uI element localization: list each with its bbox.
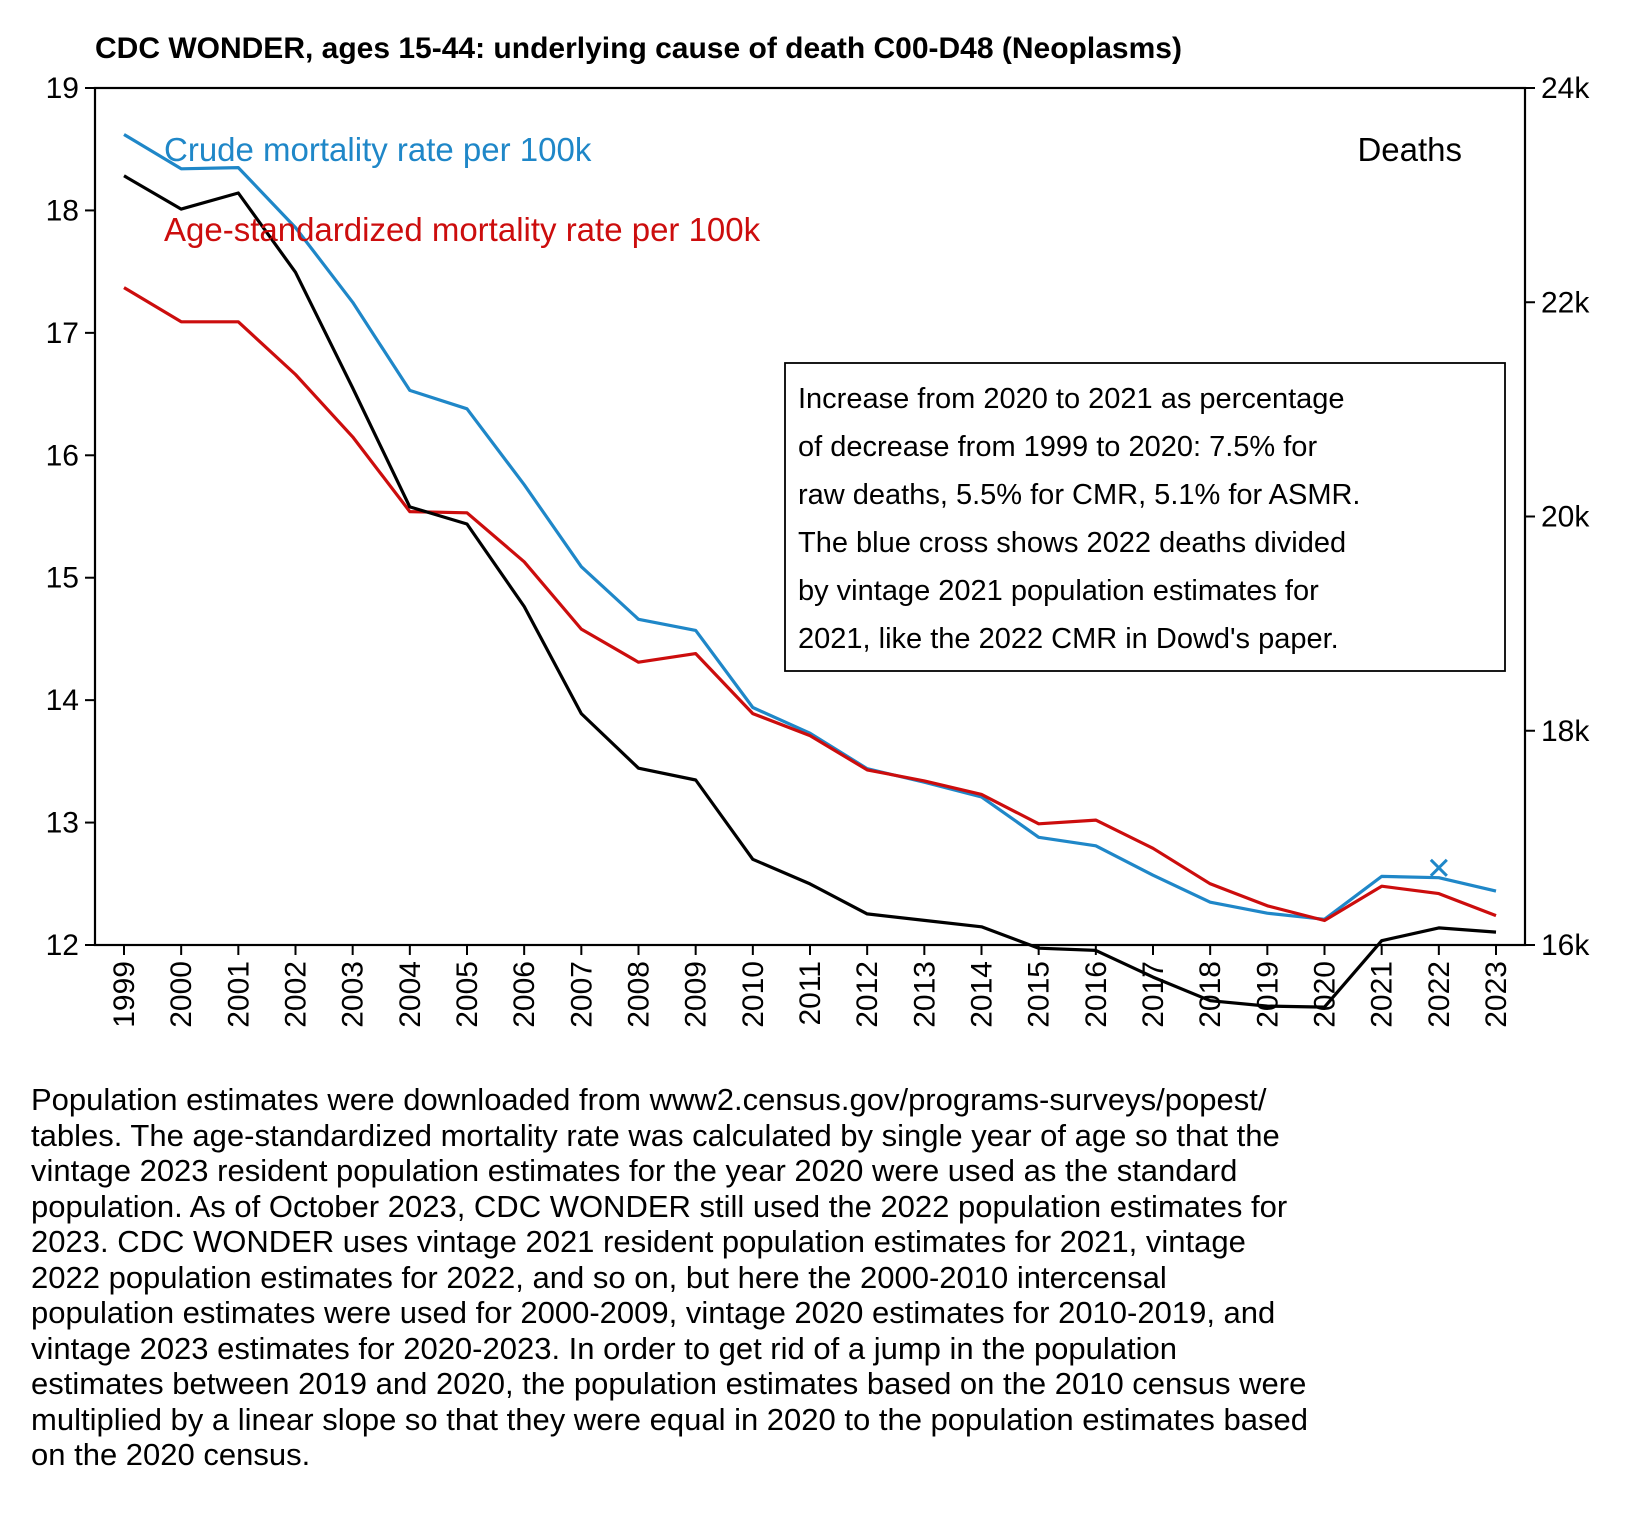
legend-crude-rate: Crude mortality rate per 100k [164, 131, 592, 168]
legend-deaths: Deaths [1357, 131, 1462, 168]
y-right-tick-label: 24k [1541, 72, 1590, 105]
x-tick-label: 2007 [565, 961, 598, 1028]
footnote-line: Population estimates were downloaded fro… [31, 1082, 1267, 1117]
footnote-line: population estimates were used for 2000-… [31, 1295, 1276, 1330]
y-left-tick-label: 18 [46, 194, 79, 227]
annotation-line: Increase from 2020 to 2021 as percentage [798, 383, 1345, 415]
y-left-tick-label: 14 [46, 684, 79, 717]
footnote: Population estimates were downloaded fro… [31, 1082, 1611, 1473]
footnote-line: vintage 2023 estimates for 2020-2023. In… [31, 1330, 1178, 1366]
x-tick-label: 2021 [1366, 961, 1399, 1028]
footnote-line: 2022 population estimates for 2022, and … [31, 1259, 1167, 1295]
x-tick-label: 2022 [1423, 961, 1456, 1028]
annotation-line: by vintage 2021 population estimates for [798, 575, 1319, 607]
x-tick-label: 2008 [623, 961, 656, 1028]
axes-layer: 12 13 14 15 16 17 18 19 16k 18k 20k 22k 24k 1999 2000 2… [46, 72, 1591, 1028]
x-tick-label: 1999 [108, 961, 141, 1028]
x-tick-label: 2020 [1309, 961, 1342, 1028]
x-tick-label: 2006 [508, 961, 541, 1028]
x-tick-label: 2014 [966, 961, 999, 1028]
footnote-line: population. As of October 2023, CDC WOND… [31, 1188, 1288, 1224]
series-layer [123, 133, 1497, 1009]
blue-cross-marker [1429, 858, 1448, 877]
x-tick-label: 2004 [394, 961, 427, 1028]
y-left-tick-label: 15 [46, 562, 79, 595]
x-tick-label: 2017 [1137, 961, 1170, 1028]
x-tick-label: 2013 [908, 961, 941, 1028]
x-tick-label: 2010 [737, 961, 770, 1028]
x-tick-label: 2005 [451, 961, 484, 1028]
x-tick-label: 2015 [1023, 961, 1056, 1028]
series-line-age-standardized-rate [123, 286, 1497, 923]
footnote-line: estimates between 2019 and 2020, the pop… [31, 1366, 1307, 1401]
y-right-tick-label: 20k [1541, 501, 1590, 534]
x-tick-label: 2023 [1480, 961, 1513, 1028]
x-tick-label: 2019 [1251, 961, 1284, 1028]
y-left-tick-label: 13 [46, 807, 79, 840]
footnote-line: 2023. CDC WONDER uses vintage 2021 resid… [31, 1224, 1246, 1259]
y-left-tick-label: 17 [46, 317, 79, 350]
footnote-line: on the 2020 census. [31, 1437, 311, 1472]
x-tick-label: 2018 [1194, 961, 1227, 1028]
y-left-tick-label: 12 [46, 929, 79, 962]
legend-age-standardized-rate: Age-standardized mortality rate per 100k [164, 211, 761, 248]
annotation-line: 2021, like the 2022 CMR in Dowd's paper. [798, 623, 1339, 655]
x-tick-label: 2000 [165, 961, 198, 1028]
x-tick-label: 2001 [222, 961, 255, 1028]
annotation-line: The blue cross shows 2022 deaths divided [798, 527, 1346, 559]
series-line-deaths [123, 174, 1497, 1009]
y-right-tick-label: 22k [1541, 286, 1590, 319]
y-left-tick-label: 19 [46, 72, 79, 105]
y-right-tick-label: 16k [1541, 929, 1590, 962]
x-tick-label: 2003 [337, 961, 370, 1028]
x-tick-label: 2002 [280, 961, 313, 1028]
x-tick-label: 2009 [680, 961, 713, 1028]
x-tick-label: 2011 [794, 961, 827, 1026]
footnote-line: multiplied by a linear slope so that the… [31, 1401, 1308, 1437]
y-left-tick-label: 16 [46, 439, 79, 472]
annotation-line: raw deaths, 5.5% for CMR, 5.1% for ASMR. [798, 479, 1360, 511]
footnote-line: vintage 2023 resident population estimat… [31, 1153, 1238, 1188]
line-chart: CDC WONDER, ages 15-44: underlying cause… [46, 32, 1591, 1028]
annotation-box: Increase from 2020 to 2021 as percentage… [784, 362, 1506, 672]
x-tick-label: 2012 [851, 961, 884, 1028]
annotation-line: of decrease from 1999 to 2020: 7.5% for [798, 431, 1317, 463]
series-line-crude-rate [123, 133, 1497, 921]
y-right-tick-label: 18k [1541, 715, 1590, 748]
annotation-frame [784, 362, 1506, 672]
footnote-line: tables. The age-standardized mortality r… [31, 1117, 1280, 1153]
x-tick-label: 2016 [1080, 961, 1113, 1028]
chart-title: CDC WONDER, ages 15-44: underlying cause… [95, 32, 1182, 65]
